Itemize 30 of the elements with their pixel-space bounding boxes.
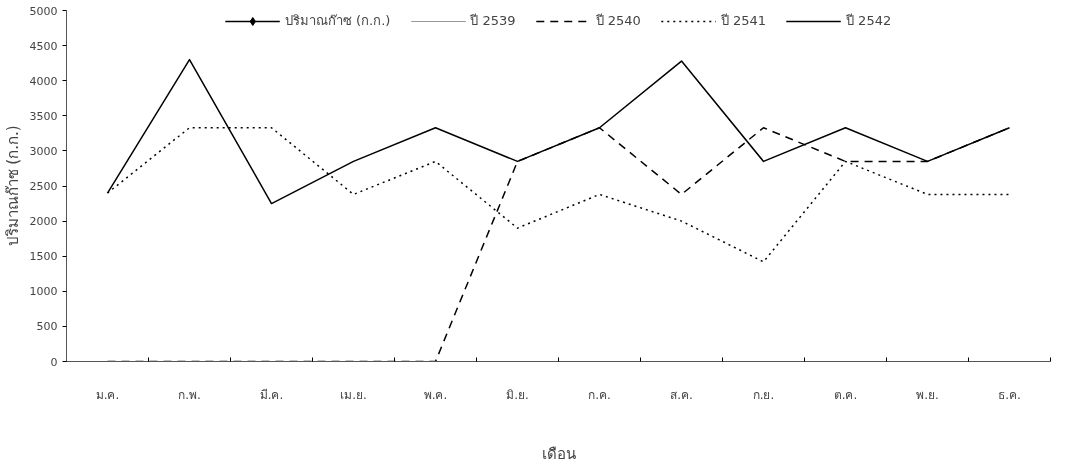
y-tick-label: 2000 — [29, 215, 58, 229]
legend-label: ปริมาณก๊าซ (ก.ก.) — [284, 12, 391, 30]
y-tick-label: 4500 — [29, 39, 58, 53]
x-axis-title: เดือน — [541, 444, 576, 463]
x-tick-label: มี.ค. — [259, 387, 284, 402]
legend-label: ปี 2541 — [720, 12, 766, 30]
x-tick-label: เม.ย. — [340, 387, 367, 402]
x-tick-label: ก.ย. — [752, 387, 775, 402]
legend-label: ปี 2540 — [595, 12, 641, 30]
x-tick-label: ก.ค. — [588, 387, 611, 402]
x-tick-label: พ.ย. — [916, 387, 939, 402]
x-tick-label: มิ.ย. — [506, 387, 529, 402]
y-axis-title: ปริมาณก๊าซ (ก.ก.) — [3, 125, 22, 247]
y-tick-label: 0 — [50, 355, 58, 369]
y-tick-label: 5000 — [29, 4, 58, 18]
legend-label: ปี 2539 — [470, 12, 516, 30]
y-tick-label: 3000 — [29, 144, 58, 158]
y-tick-label: 4000 — [29, 74, 58, 88]
y-tick-label: 500 — [36, 320, 58, 334]
x-tick-label: ก.พ. — [178, 387, 201, 402]
y-tick-label: 3500 — [29, 109, 58, 123]
legend-label: ปี 2542 — [845, 12, 892, 30]
y-tick-label: 1500 — [29, 250, 58, 264]
y-tick-label: 2500 — [29, 180, 58, 193]
y-tick-label: 1000 — [29, 285, 58, 299]
x-tick-label: พ.ค. — [423, 387, 448, 402]
x-tick-label: ม.ค. — [95, 387, 120, 402]
x-tick-label: ต.ค. — [833, 387, 858, 402]
x-tick-label: ส.ค. — [670, 387, 693, 402]
x-tick-label: ธ.ค. — [998, 387, 1021, 402]
